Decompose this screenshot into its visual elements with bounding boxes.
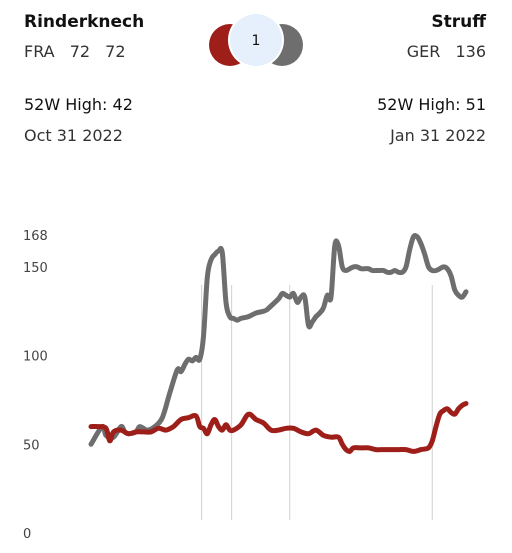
left-player-info: FRA 72 72 <box>24 42 126 61</box>
y-tick-label: 150 <box>23 261 48 276</box>
y-tick-label: 50 <box>23 438 40 453</box>
badge-label: 1 <box>252 33 261 49</box>
left-52w-high: 52W High: 42 <box>24 95 133 114</box>
right-player-info: GER 136 <box>407 42 486 61</box>
right-rank: 136 <box>455 42 486 61</box>
right-player-name: Struff <box>431 12 486 32</box>
left-rank: 72 <box>69 42 91 61</box>
badge-circle <box>230 14 282 66</box>
y-tick-label: 0 <box>23 527 31 542</box>
head-to-head-badge[interactable]: 1 <box>204 14 308 74</box>
right-52w-high: 52W High: 51 <box>377 95 486 114</box>
left-player-ranking-line <box>88 401 469 454</box>
left-country: FRA <box>24 42 55 61</box>
right-player-ranking-line <box>88 233 469 447</box>
y-tick-label: 100 <box>23 350 48 365</box>
left-player-name: Rinderknech <box>24 12 145 32</box>
right-52w-high-date: Jan 31 2022 <box>390 126 486 145</box>
y-tick-label: 168 <box>23 229 48 244</box>
right-country: GER <box>406 42 441 61</box>
left-rank-secondary: 72 <box>105 42 126 61</box>
left-52w-high-date: Oct 31 2022 <box>24 126 123 145</box>
